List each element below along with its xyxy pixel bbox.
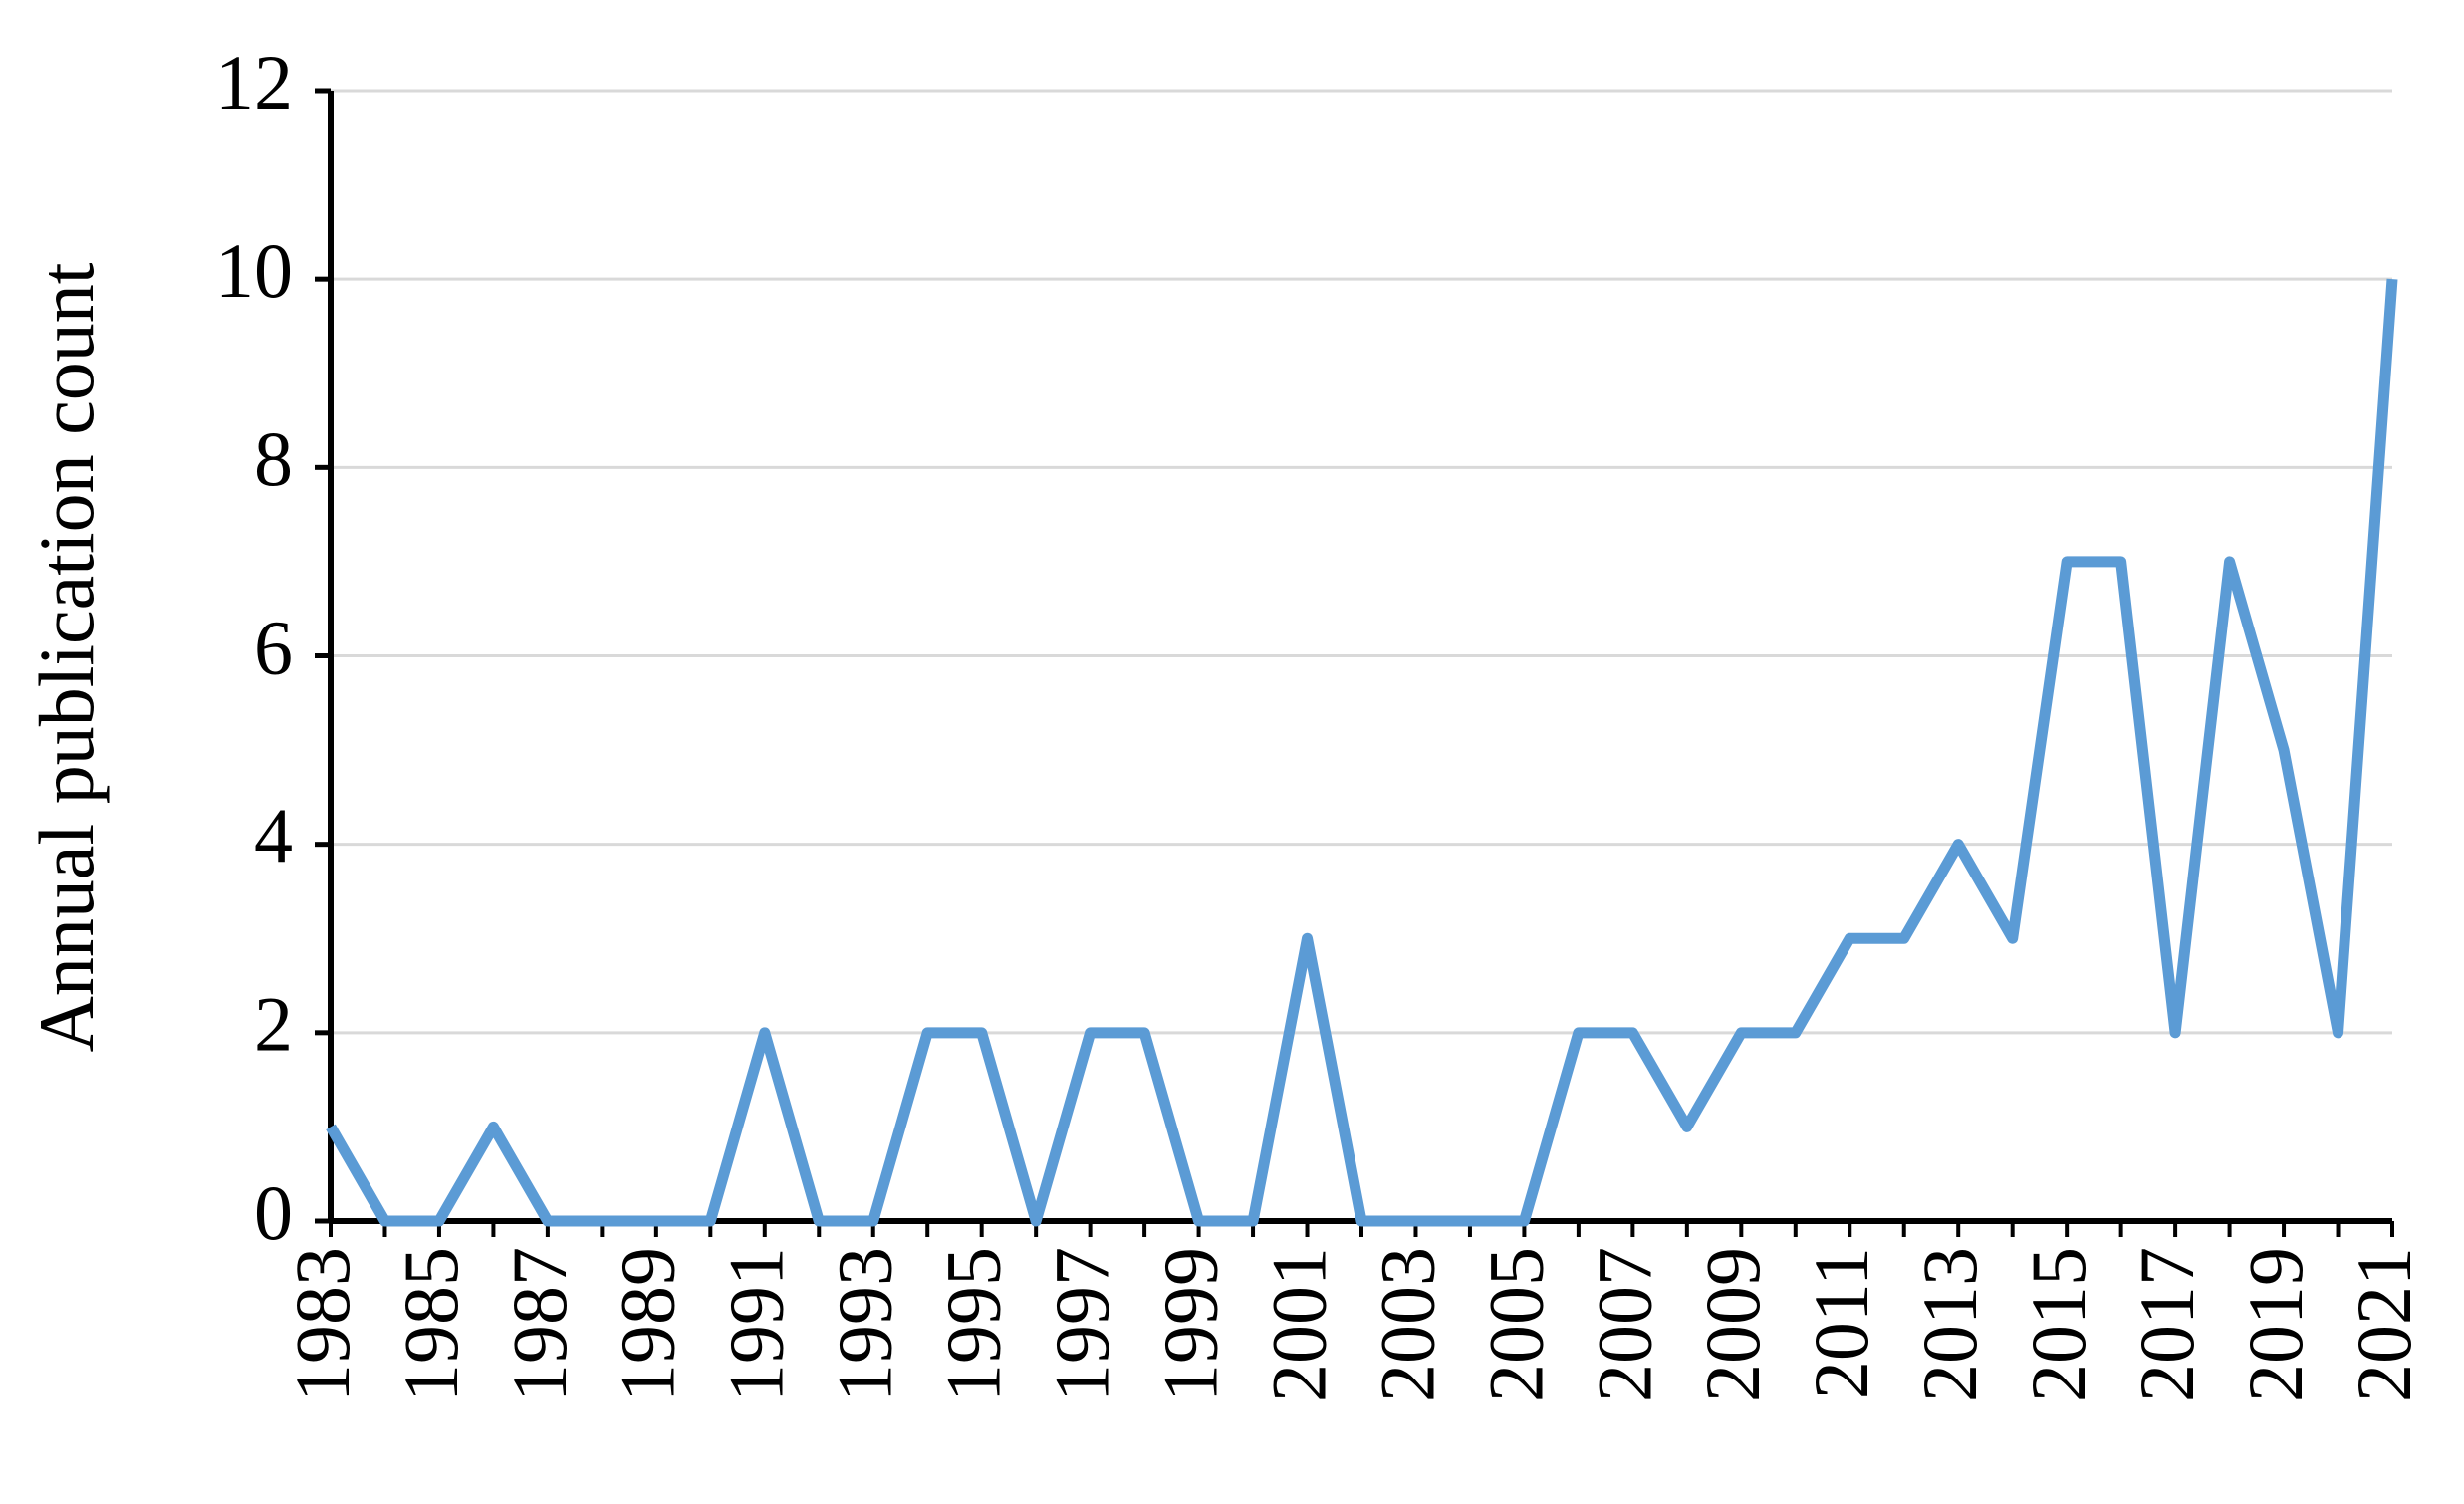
y-tick-label: 12 bbox=[215, 39, 293, 125]
x-tick-label: 1997 bbox=[1039, 1247, 1125, 1402]
y-axis-label: Annual publication count bbox=[23, 262, 110, 1052]
y-tick-label: 0 bbox=[254, 1169, 293, 1256]
x-tick-label: 1983 bbox=[279, 1247, 366, 1402]
y-tick-label: 6 bbox=[254, 604, 293, 690]
y-tick-label: 2 bbox=[254, 981, 293, 1068]
x-tick-label: 2009 bbox=[1689, 1247, 1776, 1402]
y-tick-label: 10 bbox=[215, 227, 293, 314]
x-tick-label: 2013 bbox=[1906, 1247, 1993, 1402]
x-tick-label: 2005 bbox=[1472, 1247, 1559, 1402]
x-tick-label: 2003 bbox=[1363, 1247, 1450, 1402]
x-tick-label: 2021 bbox=[2341, 1247, 2427, 1402]
x-tick-label: 2001 bbox=[1255, 1247, 1342, 1402]
x-tick-label: 1989 bbox=[605, 1247, 691, 1402]
y-tick-label: 8 bbox=[254, 415, 293, 502]
x-tick-label: 1995 bbox=[930, 1247, 1017, 1402]
y-tick-label: 4 bbox=[254, 793, 293, 879]
x-tick-label: 2015 bbox=[2015, 1247, 2101, 1402]
data-line bbox=[326, 278, 2398, 1227]
x-tick-label: 2019 bbox=[2232, 1247, 2319, 1402]
x-tick-label: 1985 bbox=[387, 1247, 474, 1402]
x-tick-label: 1991 bbox=[713, 1247, 800, 1402]
x-tick-label: 1993 bbox=[822, 1247, 908, 1402]
x-tick-label: 2007 bbox=[1581, 1247, 1667, 1402]
x-tick-label: 2011 bbox=[1798, 1247, 1884, 1399]
x-tick-label: 1999 bbox=[1146, 1247, 1233, 1402]
x-tick-label: 2017 bbox=[2123, 1247, 2210, 1402]
x-tick-label: 1987 bbox=[496, 1247, 583, 1402]
